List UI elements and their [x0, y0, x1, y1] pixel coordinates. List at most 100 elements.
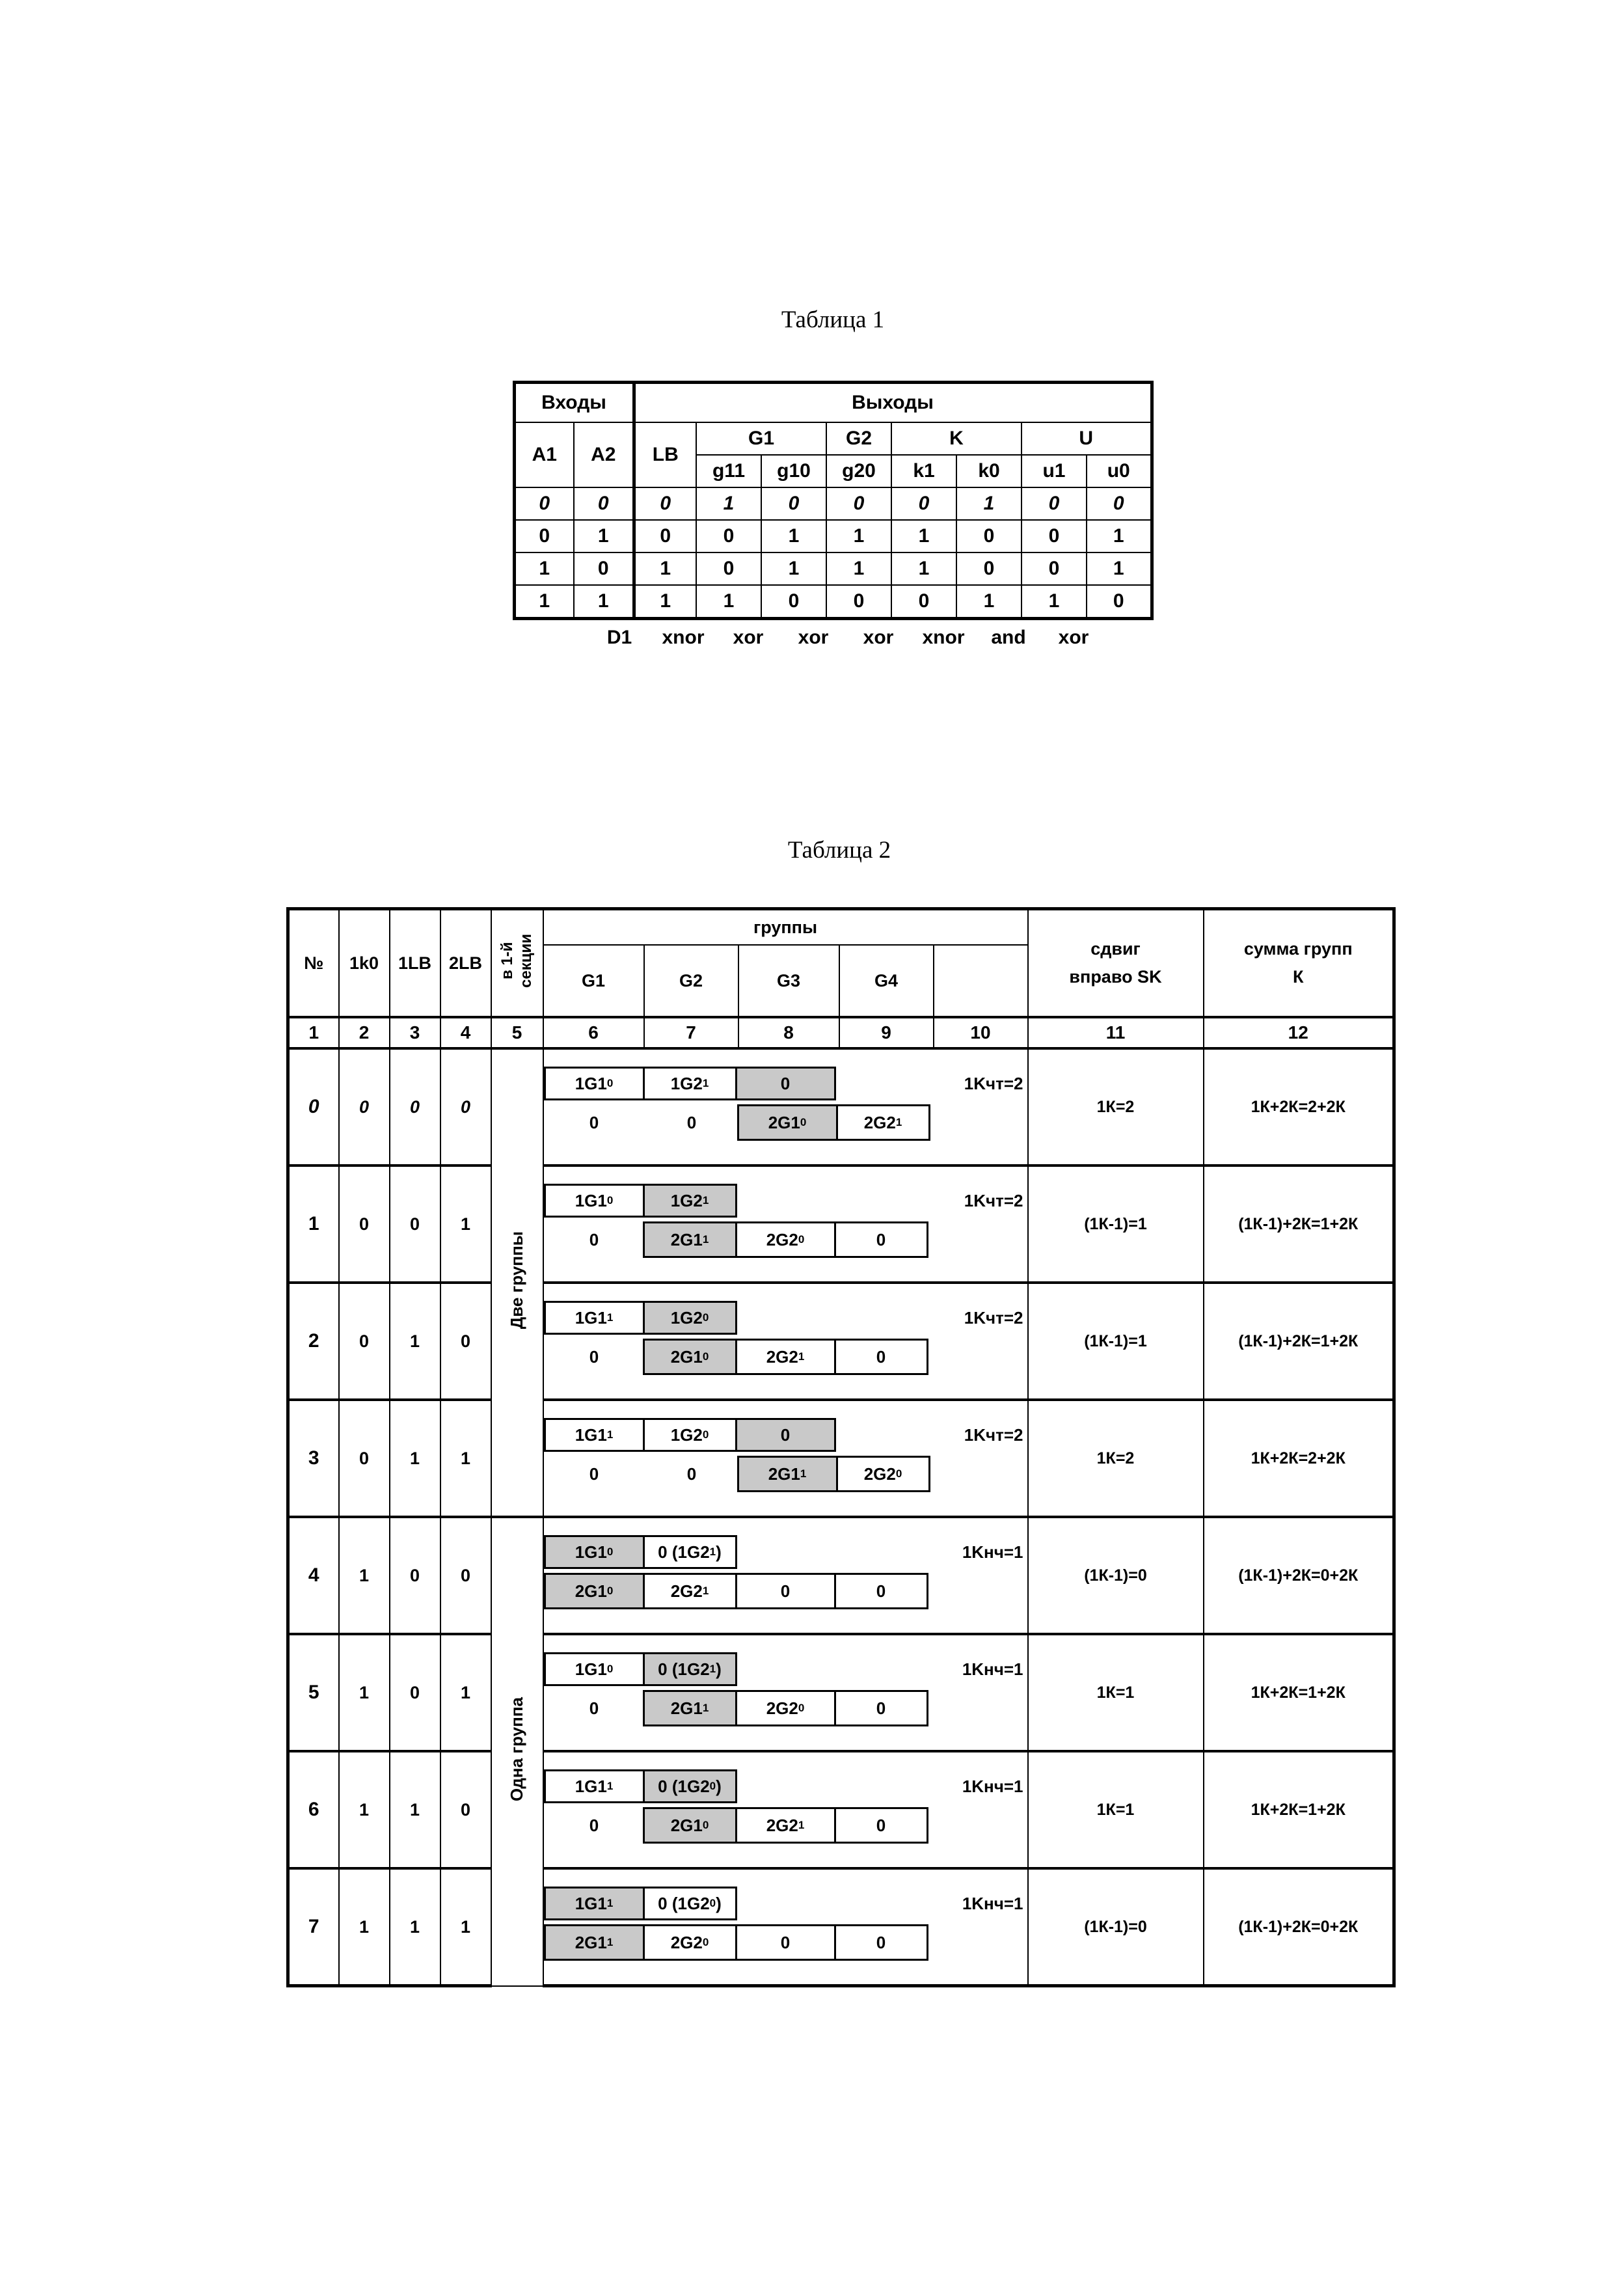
table1-cell: 1	[761, 520, 826, 552]
group-box: 0	[834, 1339, 928, 1375]
group-box: 0 (1G20)	[643, 1769, 737, 1803]
group-box-label: 2G2	[766, 1347, 798, 1367]
group-box-label: 2G2	[766, 1230, 798, 1250]
group-box: 1G11	[544, 1769, 645, 1803]
table1-row: 0 1 0 0 1 1 1 0 0 1	[514, 520, 1152, 552]
table2-colnum: 1	[288, 1017, 339, 1048]
group-box-superscript: 1	[607, 1428, 613, 1441]
group-k-label: 1Kнч=1	[962, 1887, 1023, 1920]
group-box-label: 2G1	[671, 1698, 703, 1719]
table2-groupcell: 1G111G200002G112G201Kчт=2	[543, 1400, 1028, 1517]
table1-cell: 0	[1022, 552, 1087, 585]
table2-cell-2lb: 0	[440, 1751, 491, 1868]
table2-cell-1k0: 0	[339, 1283, 390, 1400]
group-box: 0	[735, 1924, 836, 1961]
table2-cell-2lb: 0	[440, 1517, 491, 1634]
group-line: 1G111G20	[544, 1301, 1027, 1335]
group-box-superscript: 0	[607, 1546, 613, 1559]
group-box-superscript: 0	[703, 1311, 709, 1324]
table1-cell: 0	[514, 487, 574, 520]
table2-cell-1lb: 0	[390, 1048, 440, 1165]
group-line: 2G112G2000	[544, 1924, 1027, 1961]
table2-groupcell: 1G110 (1G20)2G112G20001Kнч=1	[543, 1868, 1028, 1986]
group-box-superscript: 1	[607, 1897, 613, 1910]
group-box-label: 2G2	[671, 1933, 703, 1953]
group-box: 1G10	[544, 1067, 645, 1100]
group-box-label: 2G1	[575, 1581, 607, 1602]
table2-row: 2 0 1 0 1G111G2002G102G2101Kчт=2 (1К-1)=…	[288, 1283, 1394, 1400]
table1-cell: 0	[634, 520, 696, 552]
table1-cell: 1	[514, 585, 574, 619]
group-box: 1G20	[643, 1418, 737, 1452]
group-box-tail: )	[716, 1659, 722, 1680]
group-diagram: 1G111G200002G112G201Kчт=2	[544, 1401, 1027, 1516]
group-line: 02G102G210	[544, 1807, 1027, 1844]
table1-cell: 1	[956, 487, 1022, 520]
group-line: 1G101G210	[544, 1067, 1027, 1100]
group-box-label: 2G2	[671, 1581, 703, 1602]
group-line: 2G102G2100	[544, 1573, 1027, 1609]
table1-grouphdr-row: Входы Выходы	[514, 383, 1152, 423]
table1-header-k: K	[891, 422, 1022, 455]
group-box-superscript: 1	[703, 1702, 709, 1715]
table2-row: 4 1 0 0 Одна группа 1G100 (1G21)2G102G21…	[288, 1517, 1394, 1634]
group-box: 0 (1G20)	[643, 1887, 737, 1920]
table2-row: 3 0 1 1 1G111G200002G112G201Kчт=2 1К=2 1…	[288, 1400, 1394, 1517]
table2-cell-1lb: 0	[390, 1517, 440, 1634]
table1-cell: 1	[696, 487, 761, 520]
group-box: 1G20	[643, 1301, 737, 1335]
table2-groupcell: 1G101G2102G112G2001Kчт=2	[543, 1165, 1028, 1283]
table2-header-sum: сумма групп К	[1204, 909, 1394, 1018]
table2-cell-2lb: 0	[440, 1048, 491, 1165]
group-box: 0	[834, 1924, 928, 1961]
group-box: 1G10	[544, 1184, 645, 1218]
table2-row: 1 0 0 1 1G101G2102G112G2001Kчт=2 (1К-1)=…	[288, 1165, 1394, 1283]
table1-col-k1: k1	[891, 455, 956, 487]
table2-cell-num: 2	[288, 1283, 339, 1400]
group-box-label: 1G2	[671, 1191, 703, 1211]
group-k-label: 1Kчт=2	[964, 1418, 1023, 1452]
group-box-superscript: 0	[703, 1428, 709, 1441]
group-box-label: 1G1	[575, 1074, 607, 1094]
group-box-label: 0	[781, 1074, 790, 1094]
group-box: 2G10	[643, 1339, 737, 1375]
table2-cell-sum: (1К-1)+2К=1+2К	[1204, 1283, 1394, 1400]
group-k-label: 1Kнч=1	[962, 1535, 1023, 1569]
table2-section-two-label: Две группы	[508, 1231, 527, 1329]
group-box: 2G21	[735, 1339, 836, 1375]
table1-cell: 1	[891, 520, 956, 552]
table2-cell-num: 5	[288, 1634, 339, 1751]
table1-col-a2: A2	[574, 422, 634, 487]
group-box-superscript: 1	[798, 1350, 804, 1363]
group-box-label: 1G2	[671, 1074, 703, 1094]
table2-colnum: 4	[440, 1017, 491, 1048]
table1-cell: 0	[826, 585, 891, 619]
group-diagram: 1G101G210002G102G211Kчт=2	[544, 1050, 1027, 1164]
table2-cell-sum: (1К-1)+2К=0+2К	[1204, 1868, 1394, 1986]
group-box: 0	[834, 1221, 928, 1258]
table1-col-u0: u0	[1087, 455, 1152, 487]
table2-colnum: 10	[934, 1017, 1028, 1048]
table1-footer-cell: xnor	[911, 627, 976, 649]
table1-cell: 1	[1087, 520, 1152, 552]
table2-cell-1k0: 0	[339, 1048, 390, 1165]
table1-footer-cell: D1	[588, 627, 651, 649]
table2-colnum: 6	[543, 1017, 644, 1048]
table2-header-g2: G2	[644, 945, 738, 1017]
table1-cell: 1	[761, 552, 826, 585]
table2-cell-num: 4	[288, 1517, 339, 1634]
table2-header-g3: G3	[738, 945, 839, 1017]
table2-cell-1lb: 1	[390, 1868, 440, 1986]
group-box: 2G11	[544, 1924, 645, 1961]
table1-cell: 0	[956, 552, 1022, 585]
table1-cell: 1	[1022, 585, 1087, 619]
table2-groupcell: 1G100 (1G21)2G102G21001Kнч=1	[543, 1517, 1028, 1634]
table2-row: 6 1 1 0 1G110 (1G20)02G102G2101Kнч=1 1К=…	[288, 1751, 1394, 1868]
group-box: 0	[834, 1690, 928, 1726]
group-box: 2G21	[643, 1573, 737, 1609]
table2-cell-sum: 1К+2К=2+2К	[1204, 1400, 1394, 1517]
group-box-label: 0 (1G2	[658, 1777, 710, 1797]
table2-cell-2lb: 1	[440, 1165, 491, 1283]
group-box-label: 0 (1G2	[658, 1894, 710, 1914]
table2-cell-shift: (1К-1)=0	[1028, 1868, 1204, 1986]
